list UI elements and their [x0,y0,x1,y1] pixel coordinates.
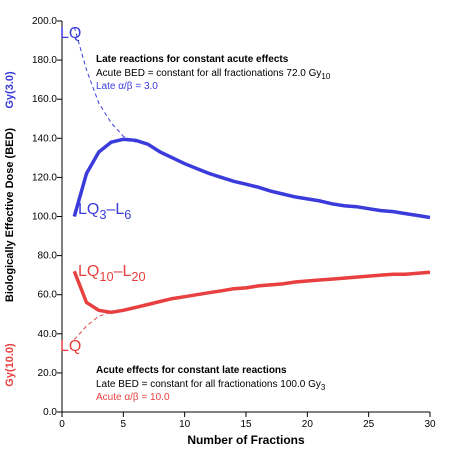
annotation-text: LQ [60,338,81,355]
annotation-text: LQ [78,263,99,280]
annotation: Acute effects for constant late reaction… [96,365,287,376]
annotation: Late α/β = 3.0 [96,81,158,92]
annotation-text: Late α/β = 3.0 [96,81,158,92]
line-series [72,270,431,315]
subscript: 20 [131,269,145,284]
x-tick-label: 20 [302,419,314,430]
subscript: 6 [124,207,131,222]
annotation-text: Acute α/β = 10.0 [96,392,170,403]
annotation: LQ10–L20 [78,263,146,284]
y-tick-label: 100.0 [32,212,57,223]
x-tick-label: 5 [121,419,127,430]
annotation: Late reactions for constant acute effect… [96,54,289,65]
y-tick-label: 20.0 [38,368,58,379]
y-tick-label: 180.0 [32,55,57,66]
subscript: 3 [99,207,106,222]
x-tick-label: 30 [424,419,436,430]
annotation-text: Late BED = constant for all fractionatio… [96,379,321,390]
y-tick-label: 160.0 [32,94,57,105]
annotation-text: LQ [78,201,99,218]
y-tick-label: 120.0 [32,172,57,183]
y-axis-unit: Gy(10.0) [4,343,16,387]
y-axis-unit: Gy(3.0) [4,71,16,109]
annotation: LQ3–L6 [78,201,131,222]
y-tick-label: 0.0 [43,407,57,418]
annotation-text: Acute BED = constant for all fractionati… [96,68,321,79]
line-series [72,137,431,220]
subscript: 3 [321,383,326,392]
y-tick-label: 140.0 [32,133,57,144]
annotation: Acute BED = constant for all fractionati… [96,68,331,81]
annotation-text: –L [106,201,124,218]
annotation-text: Late reactions for constant acute effect… [96,54,289,65]
annotation-text: LQ [60,25,81,42]
subscript: 10 [321,72,330,81]
annotation: LQ [60,338,81,355]
annotation: Acute α/β = 10.0 [96,392,170,403]
y-axis-title: Biologically Effective Dose (BED) [4,128,16,303]
y-tick-label: 60.0 [38,290,58,301]
annotation: Late BED = constant for all fractionatio… [96,379,326,392]
subscript: 10 [99,269,113,284]
x-tick-label: 0 [59,419,65,430]
annotation-text: –L [114,263,132,280]
annotation-text: Acute effects for constant late reaction… [96,365,287,376]
x-tick-label: 25 [363,419,375,430]
line-series [73,311,112,341]
y-tick-label: 80.0 [38,251,58,262]
x-axis-title: Number of Fractions [187,433,305,447]
y-tick-label: 40.0 [38,329,58,340]
annotation: LQ [60,25,81,42]
line-series [73,26,136,143]
x-tick-label: 15 [240,419,252,430]
x-tick-label: 10 [179,419,191,430]
y-tick-label: 200.0 [32,16,57,27]
